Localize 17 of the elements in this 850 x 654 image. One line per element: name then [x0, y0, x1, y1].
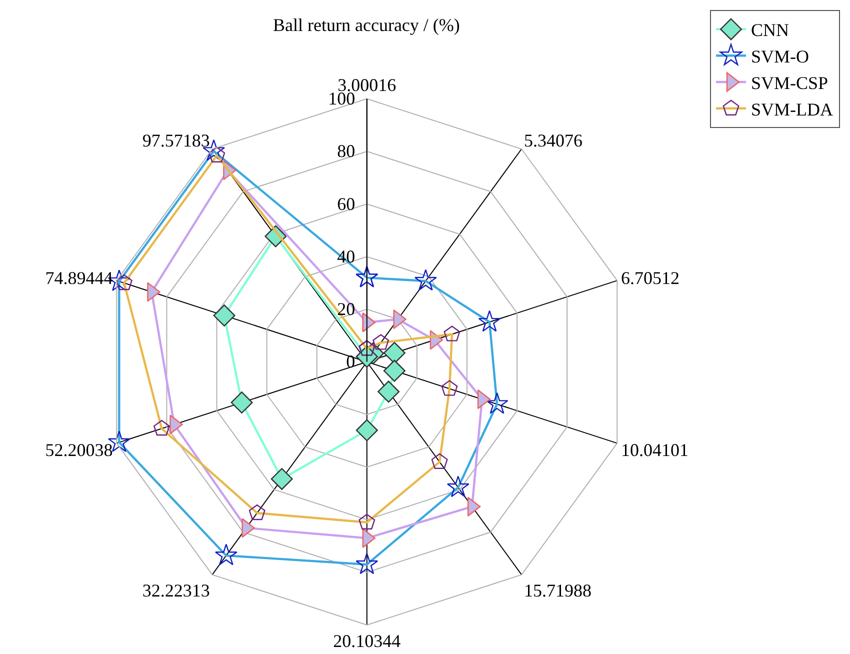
- y-tick-label: 80: [337, 141, 356, 162]
- spoke-label: 74.89444: [45, 268, 113, 288]
- legend-label: SVM-O: [751, 46, 810, 67]
- legend-label: CNN: [751, 20, 790, 40]
- y-tick-label: 60: [337, 194, 356, 214]
- spoke-label: 5.34076: [524, 130, 582, 150]
- spoke-label: 6.70512: [621, 268, 680, 288]
- y-tick-label: 20: [337, 299, 356, 320]
- legend-label: SVM-CSP: [751, 73, 828, 94]
- spoke-label: 52.20038: [45, 440, 113, 460]
- spoke-label: 32.22313: [142, 580, 210, 600]
- spoke-label: 97.57183: [142, 130, 210, 150]
- spoke-label: 10.04101: [621, 440, 689, 460]
- spoke-label: 20.10344: [333, 631, 401, 652]
- spoke-label: 15.71988: [524, 580, 592, 600]
- text: Ball return accuracy / (%): [273, 15, 460, 35]
- legend-label: SVM-LDA: [751, 99, 834, 120]
